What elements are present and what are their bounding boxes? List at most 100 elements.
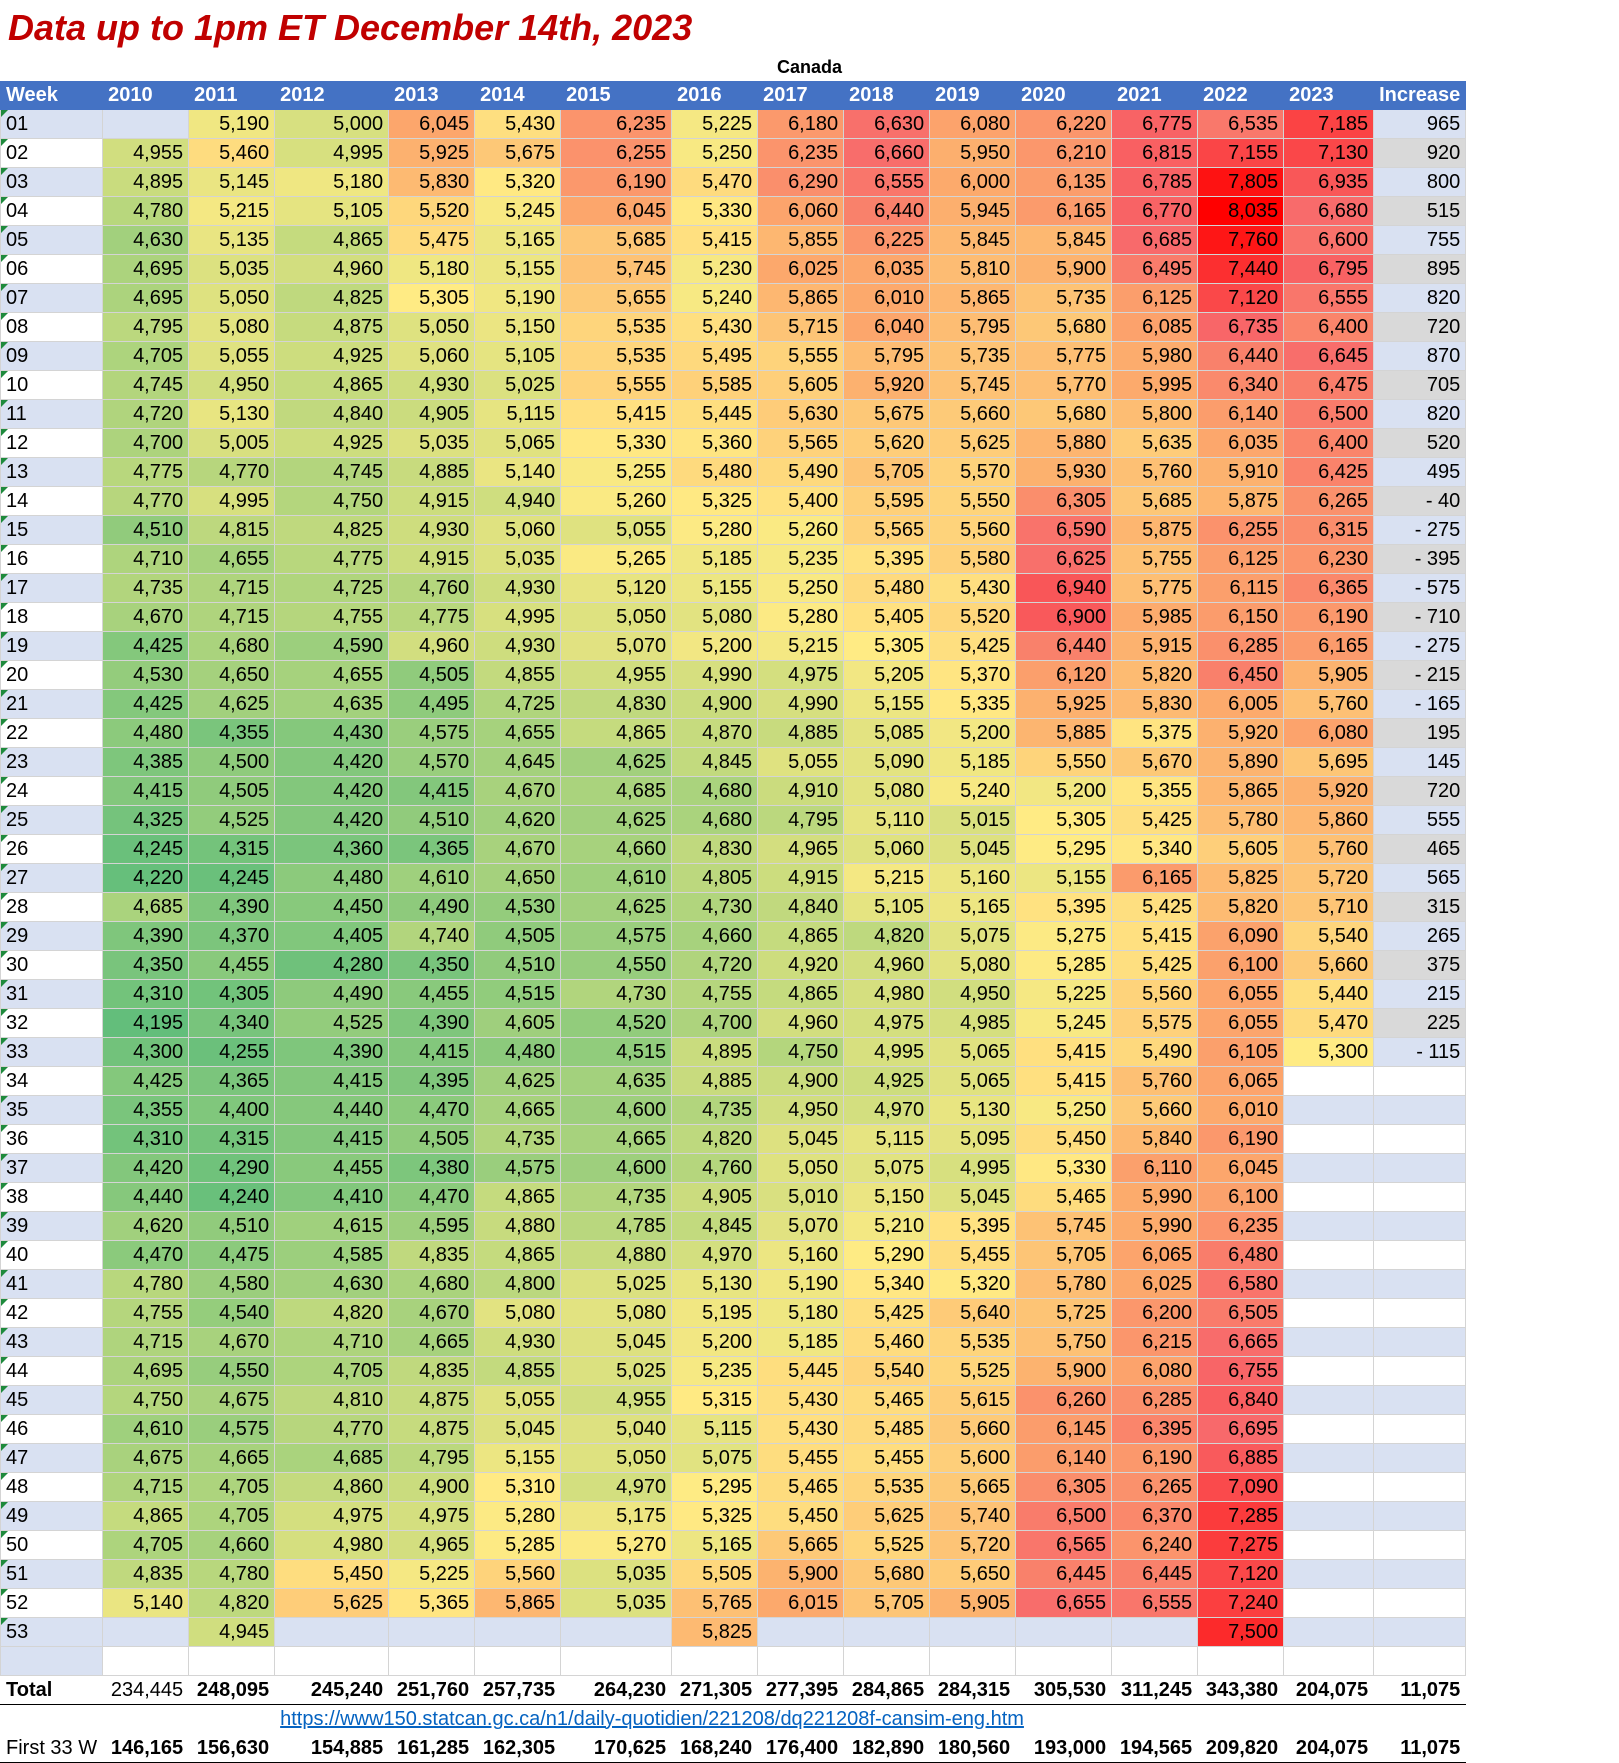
increase-cell[interactable] xyxy=(1373,1472,1467,1502)
value-cell[interactable]: 6,885 xyxy=(1197,1443,1285,1473)
value-cell[interactable]: 4,900 xyxy=(388,1472,476,1502)
value-cell[interactable]: 6,290 xyxy=(757,167,845,197)
value-cell[interactable] xyxy=(1283,1211,1375,1241)
value-cell[interactable]: 5,320 xyxy=(474,167,562,197)
value-cell[interactable]: 4,515 xyxy=(474,979,562,1009)
increase-cell[interactable] xyxy=(1373,1356,1467,1386)
value-cell[interactable]: 4,735 xyxy=(474,1124,562,1154)
value-cell[interactable]: 4,305 xyxy=(188,979,276,1009)
value-cell[interactable]: 4,700 xyxy=(671,1008,759,1038)
value-cell[interactable]: 6,370 xyxy=(1111,1501,1199,1531)
value-cell[interactable]: 5,310 xyxy=(474,1472,562,1502)
value-cell[interactable]: 6,590 xyxy=(1015,515,1113,545)
value-cell[interactable]: 5,825 xyxy=(1197,863,1285,893)
value-cell[interactable]: 4,900 xyxy=(671,689,759,719)
week-cell[interactable]: 13 xyxy=(0,457,104,487)
value-cell[interactable]: 4,730 xyxy=(671,892,759,922)
increase-cell[interactable]: 555 xyxy=(1373,805,1467,835)
value-cell[interactable]: 6,190 xyxy=(1197,1124,1285,1154)
value-cell[interactable]: 5,155 xyxy=(474,1443,562,1473)
value-cell[interactable]: 5,200 xyxy=(671,1327,759,1357)
value-cell[interactable]: 4,950 xyxy=(757,1095,845,1125)
value-cell[interactable]: 4,415 xyxy=(388,776,476,806)
value-cell[interactable]: 4,515 xyxy=(560,1037,673,1067)
value-cell[interactable]: 6,305 xyxy=(1015,1472,1113,1502)
value-cell[interactable]: 5,295 xyxy=(671,1472,759,1502)
value-cell[interactable]: 4,915 xyxy=(757,863,845,893)
value-cell[interactable]: 4,680 xyxy=(188,631,276,661)
value-cell[interactable]: 5,065 xyxy=(929,1037,1017,1067)
value-cell[interactable]: 5,440 xyxy=(1283,979,1375,1009)
value-cell[interactable]: 6,440 xyxy=(843,196,931,226)
increase-cell[interactable]: 225 xyxy=(1373,1008,1467,1038)
value-cell[interactable]: 4,845 xyxy=(671,747,759,777)
value-cell[interactable]: 4,875 xyxy=(388,1414,476,1444)
value-cell[interactable]: 7,155 xyxy=(1197,138,1285,168)
value-cell[interactable]: 5,395 xyxy=(929,1211,1017,1241)
value-cell[interactable]: 5,150 xyxy=(474,312,562,342)
value-cell[interactable]: 4,950 xyxy=(929,979,1017,1009)
value-cell[interactable]: 4,775 xyxy=(388,602,476,632)
value-cell[interactable]: 4,610 xyxy=(560,863,673,893)
value-cell[interactable]: 4,955 xyxy=(102,138,190,168)
value-cell[interactable]: 4,995 xyxy=(274,138,390,168)
value-cell[interactable]: 4,840 xyxy=(274,399,390,429)
week-cell[interactable]: 05 xyxy=(0,225,104,255)
value-cell[interactable]: 5,185 xyxy=(671,544,759,574)
value-cell[interactable]: 5,245 xyxy=(474,196,562,226)
value-cell[interactable]: 4,865 xyxy=(757,979,845,1009)
value-cell[interactable]: 5,190 xyxy=(757,1269,845,1299)
value-cell[interactable]: 4,795 xyxy=(388,1443,476,1473)
week-cell[interactable]: 20 xyxy=(0,660,104,690)
value-cell[interactable]: 4,350 xyxy=(388,950,476,980)
value-cell[interactable]: 5,155 xyxy=(474,254,562,284)
value-cell[interactable]: 4,455 xyxy=(388,979,476,1009)
value-cell[interactable]: 5,580 xyxy=(929,544,1017,574)
value-cell[interactable]: 5,685 xyxy=(560,225,673,255)
value-cell[interactable]: 5,060 xyxy=(474,515,562,545)
value-cell[interactable]: 6,495 xyxy=(1111,254,1199,284)
value-cell[interactable]: 5,315 xyxy=(671,1385,759,1415)
value-cell[interactable] xyxy=(1283,1269,1375,1299)
value-cell[interactable]: 5,620 xyxy=(843,428,931,458)
value-cell[interactable]: 6,235 xyxy=(1197,1211,1285,1241)
value-cell[interactable]: 5,705 xyxy=(843,457,931,487)
value-cell[interactable]: 5,155 xyxy=(671,573,759,603)
value-cell[interactable]: 4,500 xyxy=(188,747,276,777)
value-cell[interactable]: 5,485 xyxy=(843,1414,931,1444)
value-cell[interactable]: 4,680 xyxy=(671,805,759,835)
value-cell[interactable]: 6,755 xyxy=(1197,1356,1285,1386)
value-cell[interactable]: 5,425 xyxy=(1111,805,1199,835)
value-cell[interactable]: 5,770 xyxy=(1015,370,1113,400)
value-cell[interactable]: 6,165 xyxy=(1283,631,1375,661)
value-cell[interactable]: 5,680 xyxy=(843,1559,931,1589)
value-cell[interactable]: 4,455 xyxy=(274,1153,390,1183)
first33-row-value[interactable]: 182,890 xyxy=(843,1733,931,1763)
value-cell[interactable]: 4,665 xyxy=(188,1443,276,1473)
increase-cell[interactable]: 465 xyxy=(1373,834,1467,864)
value-cell[interactable]: 4,390 xyxy=(102,921,190,951)
value-cell[interactable]: 5,550 xyxy=(1015,747,1113,777)
first33-row-value[interactable]: 170,625 xyxy=(560,1733,673,1763)
value-cell[interactable]: 4,590 xyxy=(274,631,390,661)
value-cell[interactable]: 4,990 xyxy=(757,689,845,719)
value-cell[interactable]: 6,105 xyxy=(1197,1037,1285,1067)
total-row-value[interactable]: 248,095 xyxy=(188,1675,276,1705)
value-cell[interactable]: 4,670 xyxy=(388,1298,476,1328)
value-cell[interactable]: 4,340 xyxy=(188,1008,276,1038)
value-cell[interactable]: 5,035 xyxy=(388,428,476,458)
value-cell[interactable]: 4,635 xyxy=(560,1066,673,1096)
value-cell[interactable]: 4,705 xyxy=(102,341,190,371)
value-cell[interactable] xyxy=(1111,1617,1199,1647)
value-cell[interactable]: 5,430 xyxy=(474,109,562,139)
value-cell[interactable]: 6,735 xyxy=(1197,312,1285,342)
value-cell[interactable]: 4,550 xyxy=(188,1356,276,1386)
value-cell[interactable]: 4,350 xyxy=(102,950,190,980)
value-cell[interactable]: 4,580 xyxy=(188,1269,276,1299)
value-cell[interactable]: 5,180 xyxy=(274,167,390,197)
value-cell[interactable]: 5,660 xyxy=(929,1414,1017,1444)
value-cell[interactable]: 5,765 xyxy=(671,1588,759,1618)
value-cell[interactable]: 4,825 xyxy=(274,515,390,545)
value-cell[interactable]: 5,665 xyxy=(757,1530,845,1560)
value-cell[interactable]: 4,475 xyxy=(188,1240,276,1270)
